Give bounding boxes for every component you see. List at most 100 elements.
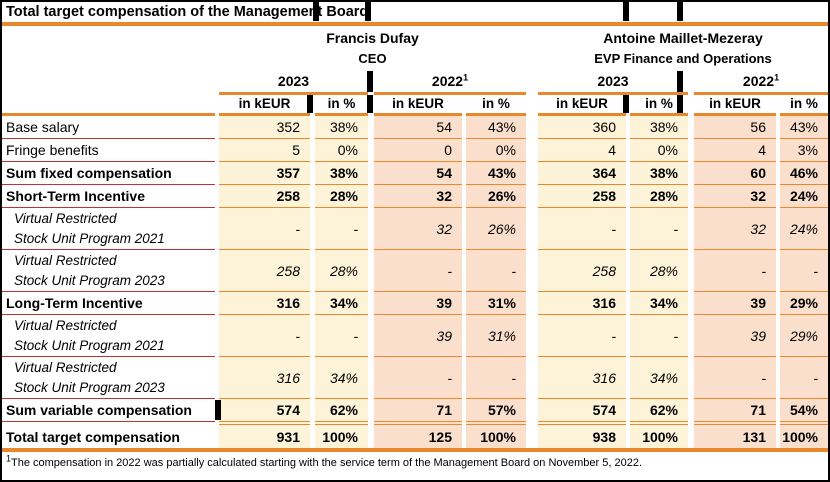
value-cell: 0%: [315, 139, 368, 162]
double-rule-segment: [219, 422, 310, 425]
year-header: 2023: [219, 71, 368, 95]
value-cell: 54: [374, 162, 462, 185]
value-cell: -: [466, 357, 526, 399]
value-cell: 0%: [466, 139, 526, 162]
value-cell: 0%: [630, 139, 688, 162]
person-name-antoine: Antoine Maillet-Mezeray: [603, 30, 763, 46]
double-rule-segment: [694, 422, 776, 425]
value-cell: 364: [538, 162, 626, 185]
value-cell: 258: [538, 185, 626, 208]
value-cell: 357: [219, 162, 310, 185]
unit-header-keur: in kEUR: [219, 95, 310, 116]
footnote-marker: 1: [6, 453, 12, 464]
unit-header-keur: in kEUR: [538, 95, 626, 116]
table-row: Base salary 352 38% 54 43% 360 38% 56 43%: [2, 116, 828, 139]
person-role-francis: CEO: [358, 51, 387, 66]
value-cell: 32: [694, 208, 776, 250]
table-body: Base salary 352 38% 54 43% 360 38% 56 43% Fringe …: [2, 116, 828, 448]
value-cell: 39: [374, 292, 462, 315]
value-cell: 34%: [630, 357, 688, 399]
value-cell: 31%: [466, 315, 526, 357]
table-row: Sum variable compensation 574 62% 71 57% 574 6…: [2, 399, 828, 422]
value-cell: 28%: [315, 185, 368, 208]
value-cell: -: [219, 315, 310, 357]
value-cell: -: [538, 208, 626, 250]
value-cell: 34%: [315, 292, 368, 315]
value-cell: 32: [374, 185, 462, 208]
value-cell: 5: [219, 139, 310, 162]
value-cell: 43%: [466, 116, 526, 139]
double-rule-segment: [630, 422, 688, 425]
value-cell: -: [630, 208, 688, 250]
table-title-text: Total target compensation of the Managem…: [6, 4, 369, 20]
value-cell: 39: [694, 315, 776, 357]
double-rule-spacer: [2, 422, 828, 425]
footnote-text: The compensation in 2022 was partially c…: [11, 457, 643, 469]
value-cell: 100%: [466, 425, 526, 448]
value-cell: 0: [374, 139, 462, 162]
value-cell: -: [374, 357, 462, 399]
value-cell: 39: [694, 292, 776, 315]
value-cell: 574: [538, 399, 626, 422]
value-cell: 34%: [630, 292, 688, 315]
row-label: Virtual Restricted Stock Unit Program 20…: [2, 208, 215, 250]
value-cell: 62%: [630, 399, 688, 422]
year-header: 2023: [538, 71, 688, 95]
value-cell: 26%: [466, 185, 526, 208]
unit-header-pct: in %: [315, 95, 368, 116]
black-divider-bar: [367, 95, 373, 113]
footnote-marker: 1: [774, 72, 780, 83]
unit-header-pct: in %: [466, 95, 526, 116]
value-cell: 56: [694, 116, 776, 139]
value-cell: 131: [694, 425, 776, 448]
table-title: Total target compensation of the Managem…: [2, 2, 828, 22]
value-cell: 316: [219, 357, 310, 399]
black-divider-bar: [623, 95, 629, 113]
value-cell: -: [315, 208, 368, 250]
table-row: Virtual Restricted Stock Unit Program 20…: [2, 208, 828, 250]
row-label: Virtual Restricted Stock Unit Program 20…: [2, 315, 215, 357]
value-cell: 4: [538, 139, 626, 162]
value-cell: -: [466, 250, 526, 292]
value-cell: 100%: [630, 425, 688, 448]
value-cell: 32: [374, 208, 462, 250]
roles-row: CEO EVP Finance and Operations: [2, 49, 828, 71]
row-label: Virtual Restricted Stock Unit Program 20…: [2, 250, 215, 292]
value-cell: 931: [219, 425, 310, 448]
value-cell: -: [630, 315, 688, 357]
value-cell: 28%: [630, 185, 688, 208]
person-name-francis: Francis Dufay: [326, 30, 419, 46]
value-cell: -: [780, 250, 828, 292]
row-label: Short-Term Incentive: [2, 185, 215, 208]
value-cell: 258: [219, 250, 310, 292]
title-rule: [2, 22, 828, 26]
value-cell: -: [538, 315, 626, 357]
value-cell: 24%: [780, 208, 828, 250]
value-cell: 43%: [466, 162, 526, 185]
black-divider-bar: [313, 2, 319, 21]
value-cell: 258: [538, 250, 626, 292]
footnote: 1The compensation in 2022 was partially …: [2, 452, 828, 471]
year-header: 20221: [694, 71, 828, 95]
row-label: Long-Term Incentive: [2, 292, 215, 315]
value-cell: 352: [219, 116, 310, 139]
value-cell: 316: [538, 292, 626, 315]
row-label: Fringe benefits: [2, 139, 215, 162]
unit-header-pct: in %: [630, 95, 688, 116]
black-divider-bar: [215, 400, 221, 420]
black-divider-bar: [365, 2, 371, 21]
unit-header-keur: in kEUR: [694, 95, 776, 116]
row-label: Sum variable compensation: [2, 399, 221, 422]
names-row: Francis Dufay Antoine Maillet-Mezeray: [2, 26, 828, 49]
value-cell: 26%: [466, 208, 526, 250]
value-cell: 32: [694, 185, 776, 208]
value-cell: 71: [374, 399, 462, 422]
years-row: 2023 20221 2023 20221: [2, 71, 828, 95]
value-cell: 100%: [315, 425, 368, 448]
value-cell: 71: [694, 399, 776, 422]
units-label-spacer: [2, 95, 215, 116]
table-row: Virtual Restricted Stock Unit Program 20…: [2, 357, 828, 399]
row-label: Base salary: [2, 116, 215, 139]
black-divider-bar: [307, 95, 313, 113]
